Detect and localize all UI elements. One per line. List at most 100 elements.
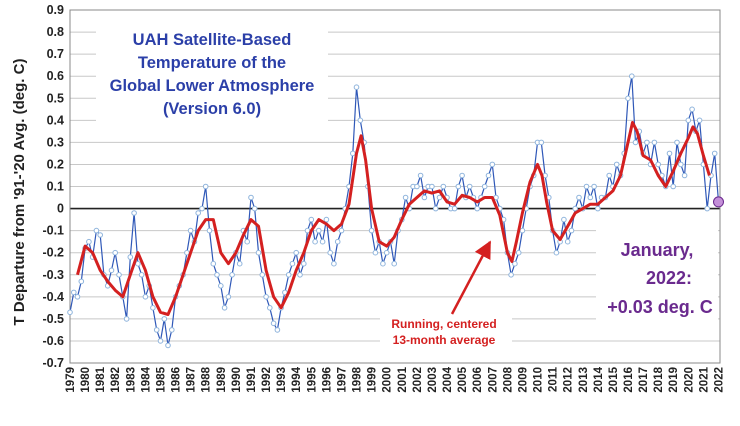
- monthly-point: [357, 117, 364, 124]
- monthly-point: [308, 216, 315, 223]
- monthly-point: [214, 272, 220, 278]
- monthly-point: [131, 210, 137, 216]
- monthly-point: [591, 183, 597, 190]
- monthly-point: [301, 260, 307, 267]
- monthly-point: [78, 278, 85, 285]
- x-tick-label: 2016: [623, 367, 635, 393]
- monthly-point: [199, 205, 205, 212]
- x-tick-label: 1984: [140, 366, 152, 392]
- x-tick-label: 1994: [291, 366, 303, 392]
- monthly-point: [251, 205, 258, 212]
- annotation-line-1: Running, centered: [391, 317, 496, 331]
- monthly-point: [210, 260, 217, 267]
- monthly-point: [587, 194, 594, 201]
- y-tick-label: 0.7: [47, 47, 64, 61]
- monthly-point: [402, 194, 409, 201]
- callout-line-2: 2022:: [646, 268, 692, 288]
- x-tick-label: 1985: [155, 366, 167, 392]
- monthly-point: [350, 150, 356, 157]
- monthly-point: [485, 172, 492, 179]
- monthly-point: [372, 249, 379, 256]
- running-average-series: [76, 121, 711, 316]
- x-tick-label: 2020: [683, 367, 695, 393]
- monthly-point: [353, 84, 360, 90]
- monthly-point: [674, 139, 680, 146]
- x-tick-label: 1979: [65, 367, 77, 393]
- monthly-point: [440, 183, 447, 190]
- y-tick-label: 0.3: [47, 135, 64, 149]
- monthly-point: [150, 305, 156, 311]
- monthly-point: [259, 272, 266, 278]
- x-tick-label: 2005: [457, 366, 469, 392]
- monthly-point: [297, 272, 303, 278]
- title-line-1: UAH Satellite-Based: [133, 31, 292, 49]
- chart-title: UAH Satellite-Based Temperature of the G…: [96, 26, 328, 124]
- monthly-point: [236, 260, 243, 267]
- y-tick-label: -0.6: [42, 334, 64, 348]
- monthly-point: [327, 249, 334, 256]
- latest-point-marker: [713, 196, 724, 208]
- monthly-point: [489, 161, 496, 168]
- monthly-point: [93, 227, 100, 234]
- monthly-point: [248, 194, 254, 201]
- y-tick-label: 0.5: [47, 91, 64, 105]
- monthly-point: [263, 294, 269, 300]
- x-tick-label: 2003: [427, 367, 439, 393]
- x-tick-label: 2001: [397, 366, 409, 392]
- x-tick-label: 2021: [698, 366, 710, 392]
- monthly-point: [338, 227, 345, 234]
- monthly-point: [455, 183, 462, 190]
- monthly-point: [206, 227, 213, 234]
- monthly-point: [417, 172, 424, 179]
- monthly-point: [289, 260, 296, 267]
- monthly-point: [86, 238, 92, 245]
- x-tick-label: 2018: [653, 366, 665, 392]
- monthly-point: [519, 227, 526, 234]
- monthly-point: [564, 238, 571, 245]
- latest-value-point: [713, 196, 724, 208]
- y-tick-label: 0.4: [47, 113, 64, 127]
- x-tick-label: 2006: [472, 367, 484, 393]
- x-tick-label: 1981: [95, 366, 107, 392]
- monthly-point: [561, 216, 567, 223]
- monthly-point: [508, 272, 514, 278]
- monthly-point: [685, 117, 692, 124]
- x-tick-label: 1988: [201, 366, 213, 392]
- running-average-annotation: Running, centered 13-month average: [380, 240, 512, 351]
- y-tick-label: -0.2: [42, 246, 64, 260]
- monthly-point: [202, 183, 209, 190]
- monthly-point: [632, 139, 639, 146]
- x-tick-label: 1997: [336, 367, 348, 393]
- monthly-point: [414, 183, 420, 190]
- x-tick-label: 1992: [261, 367, 273, 393]
- monthly-point: [123, 316, 130, 322]
- x-tick-label: 1996: [321, 367, 333, 393]
- x-tick-label: 1980: [80, 367, 92, 393]
- monthly-point: [568, 227, 575, 234]
- y-tick-label: 0.8: [47, 25, 64, 39]
- monthly-point: [195, 210, 201, 216]
- monthly-point: [127, 254, 134, 260]
- monthly-point: [704, 205, 711, 212]
- monthly-point: [421, 194, 428, 201]
- monthly-point: [304, 227, 311, 234]
- y-axis-label: T Departure from '91-'20 Avg. (deg. C): [11, 59, 28, 326]
- x-tick-label: 2000: [382, 367, 394, 393]
- monthly-point: [67, 309, 73, 316]
- monthly-point: [572, 205, 579, 212]
- x-tick-label: 2008: [502, 366, 514, 392]
- monthly-point: [644, 139, 650, 146]
- monthly-point: [274, 327, 281, 333]
- monthly-point: [135, 260, 141, 267]
- title-line-4: (Version 6.0): [163, 100, 261, 118]
- monthly-point: [187, 227, 194, 234]
- y-tick-labels: 0.9 0.8 0.7 0.6 0.5 0.4 0.3 0.2 0.1 0 -0.1 -0.2 -0.3…: [42, 3, 64, 370]
- x-tick-label: 1991: [246, 366, 258, 392]
- monthly-point: [165, 342, 171, 349]
- monthly-point: [481, 183, 488, 190]
- monthly-point: [153, 327, 160, 333]
- monthly-point: [696, 117, 703, 124]
- monthly-point: [666, 150, 673, 157]
- running-average-line: [76, 121, 711, 316]
- monthly-point: [651, 139, 658, 146]
